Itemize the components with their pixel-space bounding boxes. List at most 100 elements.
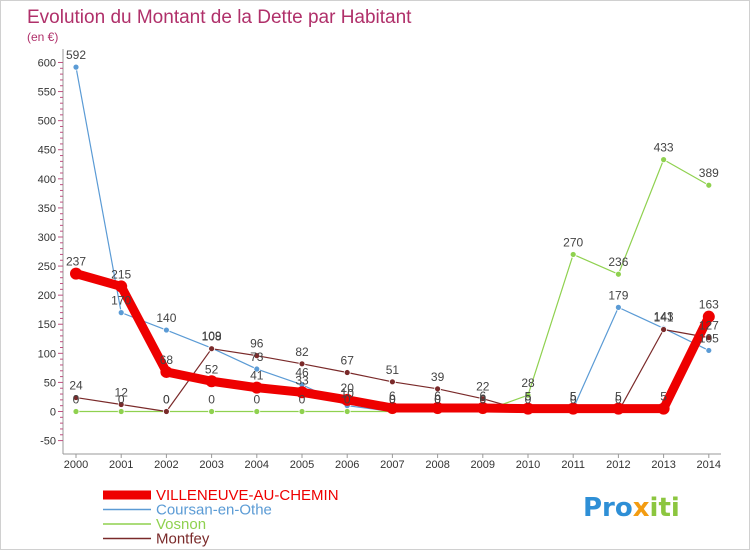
x-tick-label: 2012 — [606, 459, 630, 471]
data-point — [388, 378, 396, 386]
data-label: 389 — [699, 166, 719, 180]
data-point — [434, 385, 442, 393]
data-point — [115, 280, 128, 293]
data-label: 10 — [341, 387, 355, 401]
proxiti-logo: Proxiti — [583, 493, 680, 523]
x-tick-label: 2011 — [561, 459, 585, 471]
data-label: 140 — [156, 311, 176, 325]
data-point — [705, 334, 713, 342]
data-label: 0 — [434, 393, 441, 407]
data-label: 105 — [699, 331, 719, 345]
data-label: 5 — [615, 390, 622, 404]
data-label: 5 — [570, 390, 577, 404]
data-point — [476, 402, 489, 415]
data-label: 5 — [660, 390, 667, 404]
data-label: 270 — [563, 235, 583, 249]
data-point — [208, 408, 216, 415]
data-point — [253, 352, 261, 360]
data-point — [205, 375, 218, 388]
series-0-labels: 237 215 68 52 41 33 20 6 6 6 5 5 5 5 163 — [66, 255, 719, 404]
data-label: 0 — [389, 393, 396, 407]
data-point — [567, 402, 580, 415]
data-label: 170 — [111, 294, 131, 308]
x-tick-label: 2008 — [425, 459, 449, 471]
data-label: 0 — [479, 393, 486, 407]
data-label: 0 — [118, 393, 125, 407]
axes: -500501001502002503003504004505005506002… — [38, 49, 721, 471]
logo-part-3: iti — [650, 493, 680, 523]
x-tick-label: 2000 — [64, 459, 88, 471]
data-label: 237 — [66, 255, 86, 269]
data-point — [162, 408, 170, 415]
data-point — [72, 394, 80, 401]
data-point — [431, 402, 444, 415]
data-label: 0 — [389, 393, 396, 407]
data-point — [162, 326, 170, 334]
data-point — [386, 402, 399, 415]
data-label: 0 — [163, 393, 170, 407]
data-label: 6 — [434, 389, 441, 403]
data-label: 46 — [295, 366, 309, 380]
data-label: 0 — [615, 393, 622, 407]
data-label: 82 — [295, 345, 309, 359]
data-point — [160, 365, 173, 378]
data-point — [612, 402, 625, 415]
data-label: 0 — [570, 393, 577, 407]
data-label: 41 — [250, 369, 264, 383]
data-point — [569, 251, 577, 258]
data-label: 22 — [476, 380, 490, 394]
data-label: 6 — [479, 389, 486, 403]
data-point — [524, 391, 532, 399]
data-label: 33 — [295, 373, 309, 387]
data-label: 0 — [299, 393, 306, 407]
data-label: 236 — [608, 255, 628, 269]
data-label: 5 — [525, 390, 532, 404]
data-point — [705, 347, 713, 354]
data-point — [657, 402, 670, 415]
y-tick-label: 500 — [38, 116, 56, 128]
y-tick-label: -50 — [40, 436, 56, 448]
y-tick-label: 300 — [38, 232, 56, 244]
data-label: 6 — [389, 389, 396, 403]
data-point — [117, 309, 125, 317]
data-label: 24 — [69, 379, 83, 393]
x-tick-label: 2004 — [245, 459, 269, 471]
y-tick-label: 250 — [38, 261, 56, 273]
y-tick-label: 400 — [38, 174, 56, 186]
x-tick-label: 2007 — [380, 459, 404, 471]
data-label: 215 — [111, 267, 131, 281]
data-point — [250, 381, 263, 394]
y-unit-label: (en €) — [27, 30, 58, 44]
data-label: 592 — [66, 48, 86, 62]
data-label: 0 — [253, 393, 260, 407]
x-tick-label: 2009 — [471, 459, 495, 471]
series-0 — [70, 267, 715, 415]
legend-label: Coursan-en-Othe — [156, 502, 272, 519]
data-point — [615, 270, 622, 278]
data-point — [660, 326, 667, 333]
x-tick-label: 2013 — [651, 459, 675, 471]
data-point — [208, 345, 216, 353]
data-label: 28 — [521, 376, 535, 390]
data-label: 52 — [205, 362, 219, 376]
x-tick-label: 2006 — [335, 459, 359, 471]
data-label: 39 — [431, 370, 445, 384]
data-point — [522, 402, 534, 415]
data-label: 179 — [608, 288, 628, 302]
series-2-labels: 0 0 0 0 0 0 0 0 0 0 28 270 236 433 389 — [73, 141, 719, 407]
y-tick-label: 100 — [38, 348, 56, 360]
data-point — [117, 401, 125, 408]
chart-title: Evolution du Montant de la Dette par Hab… — [27, 7, 412, 28]
data-point — [702, 310, 715, 323]
y-tick-label: 0 — [50, 407, 56, 419]
data-label: 67 — [341, 354, 355, 368]
data-point — [479, 395, 487, 403]
data-point — [298, 408, 306, 415]
data-label: 141 — [654, 310, 674, 324]
data-label: 109 — [202, 329, 222, 343]
data-label: 0 — [208, 393, 215, 407]
data-label: 0 — [163, 393, 170, 407]
